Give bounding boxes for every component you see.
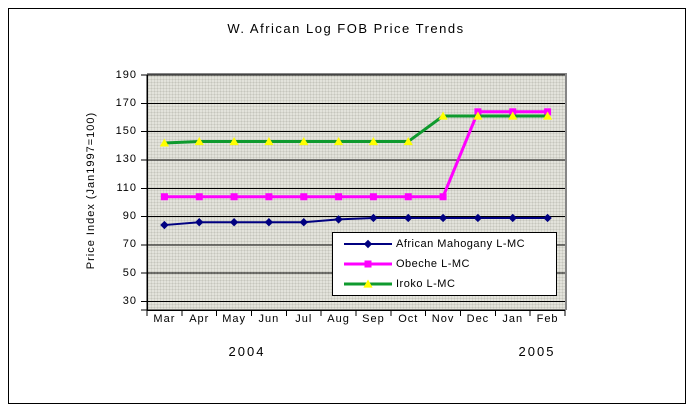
series-marker-diamond xyxy=(508,213,517,223)
series-marker-square xyxy=(364,260,372,268)
x-tick-label: Aug xyxy=(327,313,350,325)
series-marker-square xyxy=(195,193,203,201)
series-marker-triangle xyxy=(299,137,309,146)
series-marker-triangle xyxy=(264,137,274,146)
series-marker-diamond xyxy=(160,220,169,230)
chart-title: W. African Log FOB Price Trends xyxy=(227,21,465,36)
series-marker-square xyxy=(335,193,343,201)
x-tick-label: Jul xyxy=(295,313,313,325)
legend-sample-square xyxy=(344,260,392,268)
x-axis-year-label-2005: 2005 xyxy=(518,344,556,359)
y-tick-label: 150 xyxy=(115,125,137,138)
x-tick-label: Mar xyxy=(153,313,176,325)
series-marker-triangle xyxy=(159,138,170,147)
series-marker-diamond xyxy=(363,239,373,249)
series-marker-diamond xyxy=(404,213,413,223)
x-tick-label: Jun xyxy=(258,313,280,325)
series-marker-diamond xyxy=(473,213,483,223)
series-marker-diamond xyxy=(334,215,343,224)
legend-item: Obeche L-MC xyxy=(343,254,556,274)
legend-sample-triangle xyxy=(344,279,392,288)
series-marker-square xyxy=(230,193,238,201)
legend-item: Iroko L-MC xyxy=(343,274,556,294)
x-tick-label: Feb xyxy=(536,313,559,325)
series-marker-square xyxy=(160,193,168,201)
y-tick-label: 90 xyxy=(122,210,137,223)
legend-label: Obeche L-MC xyxy=(396,258,470,270)
x-tick-label: Sep xyxy=(362,313,385,325)
legend-label: Iroko L-MC xyxy=(396,278,456,290)
series-marker-triangle xyxy=(194,137,204,146)
y-tick-label: 190 xyxy=(115,68,137,81)
series-line xyxy=(164,110,548,199)
series-marker-triangle xyxy=(363,279,373,288)
series-marker-square xyxy=(439,193,447,201)
series-marker-triangle xyxy=(229,137,239,146)
series-marker-triangle xyxy=(333,137,344,146)
series-marker-diamond xyxy=(264,218,274,227)
y-tick-label: 110 xyxy=(116,181,137,194)
legend-label: African Mahogany L-MC xyxy=(396,238,526,250)
series-marker-triangle xyxy=(403,137,413,146)
y-tick-label: 130 xyxy=(115,153,137,166)
x-tick-label: May xyxy=(222,313,246,325)
y-tick-label: 170 xyxy=(115,96,137,109)
series-line xyxy=(164,114,548,145)
series-marker-square xyxy=(369,193,377,201)
series-marker-diamond xyxy=(438,213,448,223)
series-line xyxy=(164,216,548,227)
x-tick-label: Oct xyxy=(398,313,419,325)
series-marker-square xyxy=(300,193,308,201)
x-axis-year-label-2004: 2004 xyxy=(228,344,266,359)
x-tick-label: Jan xyxy=(502,313,524,325)
y-tick-label: 30 xyxy=(122,295,137,307)
series-marker-triangle xyxy=(438,111,448,120)
series-marker-diamond xyxy=(543,213,552,223)
y-tick-label: 50 xyxy=(122,266,137,279)
legend-item: African Mahogany L-MC xyxy=(343,234,556,254)
series-marker-diamond xyxy=(369,213,378,223)
series-marker-triangle xyxy=(508,111,518,120)
series-marker-triangle xyxy=(368,137,379,146)
series-marker-triangle xyxy=(542,111,553,120)
series-marker-square xyxy=(265,193,273,201)
legend-sample-diamond xyxy=(344,239,392,249)
x-tick-label: Dec xyxy=(466,313,490,325)
x-tick-label: Nov xyxy=(431,313,455,325)
series-marker-diamond xyxy=(195,218,204,227)
series-marker-diamond xyxy=(229,218,239,227)
series-marker-diamond xyxy=(299,218,308,227)
series-marker-triangle xyxy=(473,111,483,120)
chart-legend: African Mahogany L-MC Obeche L-MC Iroko L-… xyxy=(332,232,557,296)
figure-border xyxy=(8,8,686,404)
series-marker-square xyxy=(404,193,412,201)
y-tick-label: 70 xyxy=(122,238,137,251)
x-tick-label: Apr xyxy=(189,313,210,325)
